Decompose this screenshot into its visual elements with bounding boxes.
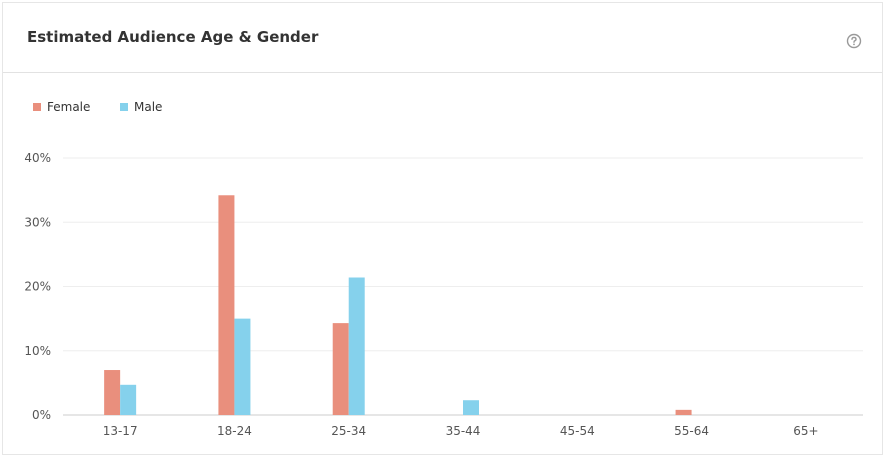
x-tick-label: 35-44 [446,424,481,438]
bar-female-55-64[interactable] [675,409,692,415]
x-tick-label: 13-17 [103,424,138,438]
card-title: Estimated Audience Age & Gender [27,28,319,46]
bar-female-13-17[interactable] [104,370,121,415]
y-tick-label: 0% [32,408,51,422]
bar-chart: 0% 10% 20% 30% 40% 13-17 18-24 25-34 35-44 45-54 5… [24,151,863,438]
bar-male-25-34[interactable] [348,277,365,415]
legend-label-female: Female [47,100,91,114]
y-tick-label: 10% [24,344,51,358]
bar-female-25-34[interactable] [332,323,349,415]
legend-swatch-female [33,103,41,111]
bar-female-18-24[interactable] [218,195,235,415]
legend-swatch-male [120,103,128,111]
y-tick-label: 30% [24,215,51,229]
bar-male-13-17[interactable] [120,384,137,415]
x-tick-label: 18-24 [217,424,252,438]
legend-item-male[interactable]: Male [120,100,162,114]
y-tick-label: 20% [24,280,51,294]
x-tick-label: 65+ [793,424,818,438]
x-tick-label: 55-64 [674,424,709,438]
x-tick-label: 45-54 [560,424,595,438]
y-tick-label: 40% [24,151,51,165]
legend-label-male: Male [134,100,163,114]
legend-item-female[interactable]: Female [33,100,90,114]
bar-male-35-44[interactable] [463,400,479,415]
card-header: Estimated Audience Age & Gender [3,3,882,73]
question-circle-icon[interactable] [846,33,862,49]
x-tick-label: 25-34 [331,424,366,438]
bar-male-18-24[interactable] [234,318,251,415]
